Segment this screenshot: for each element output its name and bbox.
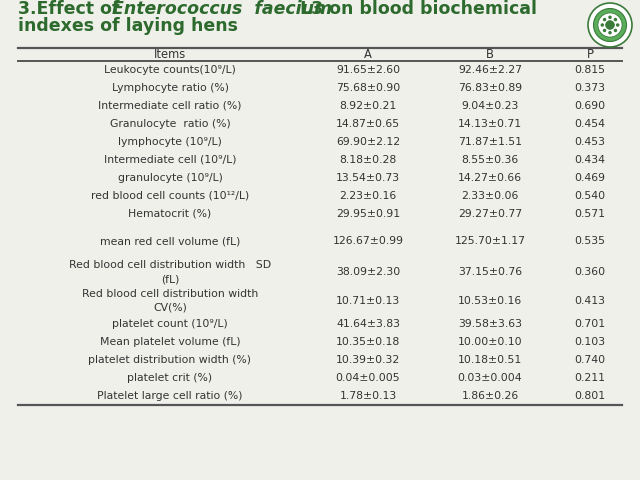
Text: Intermediate cell (10⁹/L): Intermediate cell (10⁹/L): [104, 155, 236, 165]
Text: 0.469: 0.469: [575, 173, 605, 183]
Text: 8.18±0.28: 8.18±0.28: [339, 155, 397, 165]
Text: 14.87±0.65: 14.87±0.65: [336, 119, 400, 129]
Text: Enterococcus  faecium: Enterococcus faecium: [112, 0, 332, 18]
Text: 0.434: 0.434: [575, 155, 605, 165]
Text: 10.39±0.32: 10.39±0.32: [336, 355, 400, 365]
Text: P: P: [586, 48, 593, 61]
Text: 69.90±2.12: 69.90±2.12: [336, 137, 400, 147]
Text: A: A: [364, 48, 372, 61]
Text: 0.701: 0.701: [575, 319, 605, 329]
Text: (fL): (fL): [161, 274, 179, 284]
Text: granulocyte (10⁹/L): granulocyte (10⁹/L): [118, 173, 223, 183]
Text: mean red cell volume (fL): mean red cell volume (fL): [100, 236, 240, 246]
Text: 0.453: 0.453: [575, 137, 605, 147]
Text: platelet crit (%): platelet crit (%): [127, 373, 212, 383]
Text: 38.09±2.30: 38.09±2.30: [336, 267, 400, 277]
Text: 0.571: 0.571: [575, 209, 605, 219]
Text: Intermediate cell ratio (%): Intermediate cell ratio (%): [99, 101, 242, 111]
Text: 0.373: 0.373: [575, 83, 605, 93]
Text: 37.15±0.76: 37.15±0.76: [458, 267, 522, 277]
Text: 10.71±0.13: 10.71±0.13: [336, 296, 400, 306]
Text: CV(%): CV(%): [153, 303, 187, 313]
Text: platelet distribution width (%): platelet distribution width (%): [88, 355, 252, 365]
Text: Mean platelet volume (fL): Mean platelet volume (fL): [100, 337, 240, 347]
Circle shape: [603, 18, 606, 21]
Text: 1.78±0.13: 1.78±0.13: [339, 391, 397, 401]
Text: 0.03±0.004: 0.03±0.004: [458, 373, 522, 383]
Text: Platelet large cell ratio (%): Platelet large cell ratio (%): [97, 391, 243, 401]
Text: 0.540: 0.540: [575, 191, 605, 201]
Text: 8.55±0.36: 8.55±0.36: [461, 155, 518, 165]
Text: 126.67±0.99: 126.67±0.99: [333, 236, 403, 246]
Text: lymphocyte (10⁹/L): lymphocyte (10⁹/L): [118, 137, 222, 147]
Text: 0.103: 0.103: [575, 337, 605, 347]
Text: 91.65±2.60: 91.65±2.60: [336, 65, 400, 75]
Text: 1.86±0.26: 1.86±0.26: [461, 391, 518, 401]
Text: Red blood cell distribution width: Red blood cell distribution width: [82, 289, 258, 299]
Text: platelet count (10⁹/L): platelet count (10⁹/L): [112, 319, 228, 329]
Text: 3.Effect of: 3.Effect of: [18, 0, 125, 18]
Circle shape: [598, 13, 622, 37]
Text: 13.54±0.73: 13.54±0.73: [336, 173, 400, 183]
Text: 0.690: 0.690: [575, 101, 605, 111]
Text: Granulocyte  ratio (%): Granulocyte ratio (%): [109, 119, 230, 129]
Text: 2.33±0.06: 2.33±0.06: [461, 191, 518, 201]
Text: 125.70±1.17: 125.70±1.17: [454, 236, 525, 246]
Text: 0.413: 0.413: [575, 296, 605, 306]
Text: 0.360: 0.360: [575, 267, 605, 277]
Text: 0.454: 0.454: [575, 119, 605, 129]
Circle shape: [588, 3, 632, 47]
Circle shape: [605, 21, 614, 29]
Circle shape: [608, 31, 612, 35]
Text: 0.740: 0.740: [575, 355, 605, 365]
Text: Leukocyte counts(10⁹/L): Leukocyte counts(10⁹/L): [104, 65, 236, 75]
Text: 0.535: 0.535: [575, 236, 605, 246]
Text: 9.04±0.23: 9.04±0.23: [461, 101, 518, 111]
Text: 92.46±2.27: 92.46±2.27: [458, 65, 522, 75]
Text: Items: Items: [154, 48, 186, 61]
Text: 2.23±0.16: 2.23±0.16: [339, 191, 397, 201]
Text: 10.00±0.10: 10.00±0.10: [458, 337, 522, 347]
Text: 29.95±0.91: 29.95±0.91: [336, 209, 400, 219]
Text: 0.815: 0.815: [575, 65, 605, 75]
Text: 8.92±0.21: 8.92±0.21: [339, 101, 397, 111]
Text: B: B: [486, 48, 494, 61]
Text: 10.18±0.51: 10.18±0.51: [458, 355, 522, 365]
Text: Red blood cell distribution width   SD: Red blood cell distribution width SD: [69, 260, 271, 270]
Text: 0.211: 0.211: [575, 373, 605, 383]
Text: 10.53±0.16: 10.53±0.16: [458, 296, 522, 306]
Text: 10.35±0.18: 10.35±0.18: [336, 337, 400, 347]
Circle shape: [608, 15, 612, 19]
Text: 76.83±0.89: 76.83±0.89: [458, 83, 522, 93]
Text: Lymphocyte ratio (%): Lymphocyte ratio (%): [111, 83, 228, 93]
Text: 0.04±0.005: 0.04±0.005: [336, 373, 400, 383]
Text: indexes of laying hens: indexes of laying hens: [18, 17, 238, 35]
Text: 75.68±0.90: 75.68±0.90: [336, 83, 400, 93]
Text: 41.64±3.83: 41.64±3.83: [336, 319, 400, 329]
Text: red blood cell counts (10¹²/L): red blood cell counts (10¹²/L): [91, 191, 249, 201]
Circle shape: [616, 23, 620, 27]
Text: 71.87±1.51: 71.87±1.51: [458, 137, 522, 147]
Circle shape: [614, 29, 617, 32]
Text: 14.27±0.66: 14.27±0.66: [458, 173, 522, 183]
Text: L3 on blood biochemical: L3 on blood biochemical: [294, 0, 537, 18]
Text: 29.27±0.77: 29.27±0.77: [458, 209, 522, 219]
Text: 14.13±0.71: 14.13±0.71: [458, 119, 522, 129]
Circle shape: [603, 29, 606, 32]
Text: 0.801: 0.801: [575, 391, 605, 401]
Circle shape: [600, 23, 604, 27]
Text: Hematocrit (%): Hematocrit (%): [129, 209, 212, 219]
Text: 39.58±3.63: 39.58±3.63: [458, 319, 522, 329]
Circle shape: [614, 18, 617, 21]
Circle shape: [593, 9, 627, 41]
